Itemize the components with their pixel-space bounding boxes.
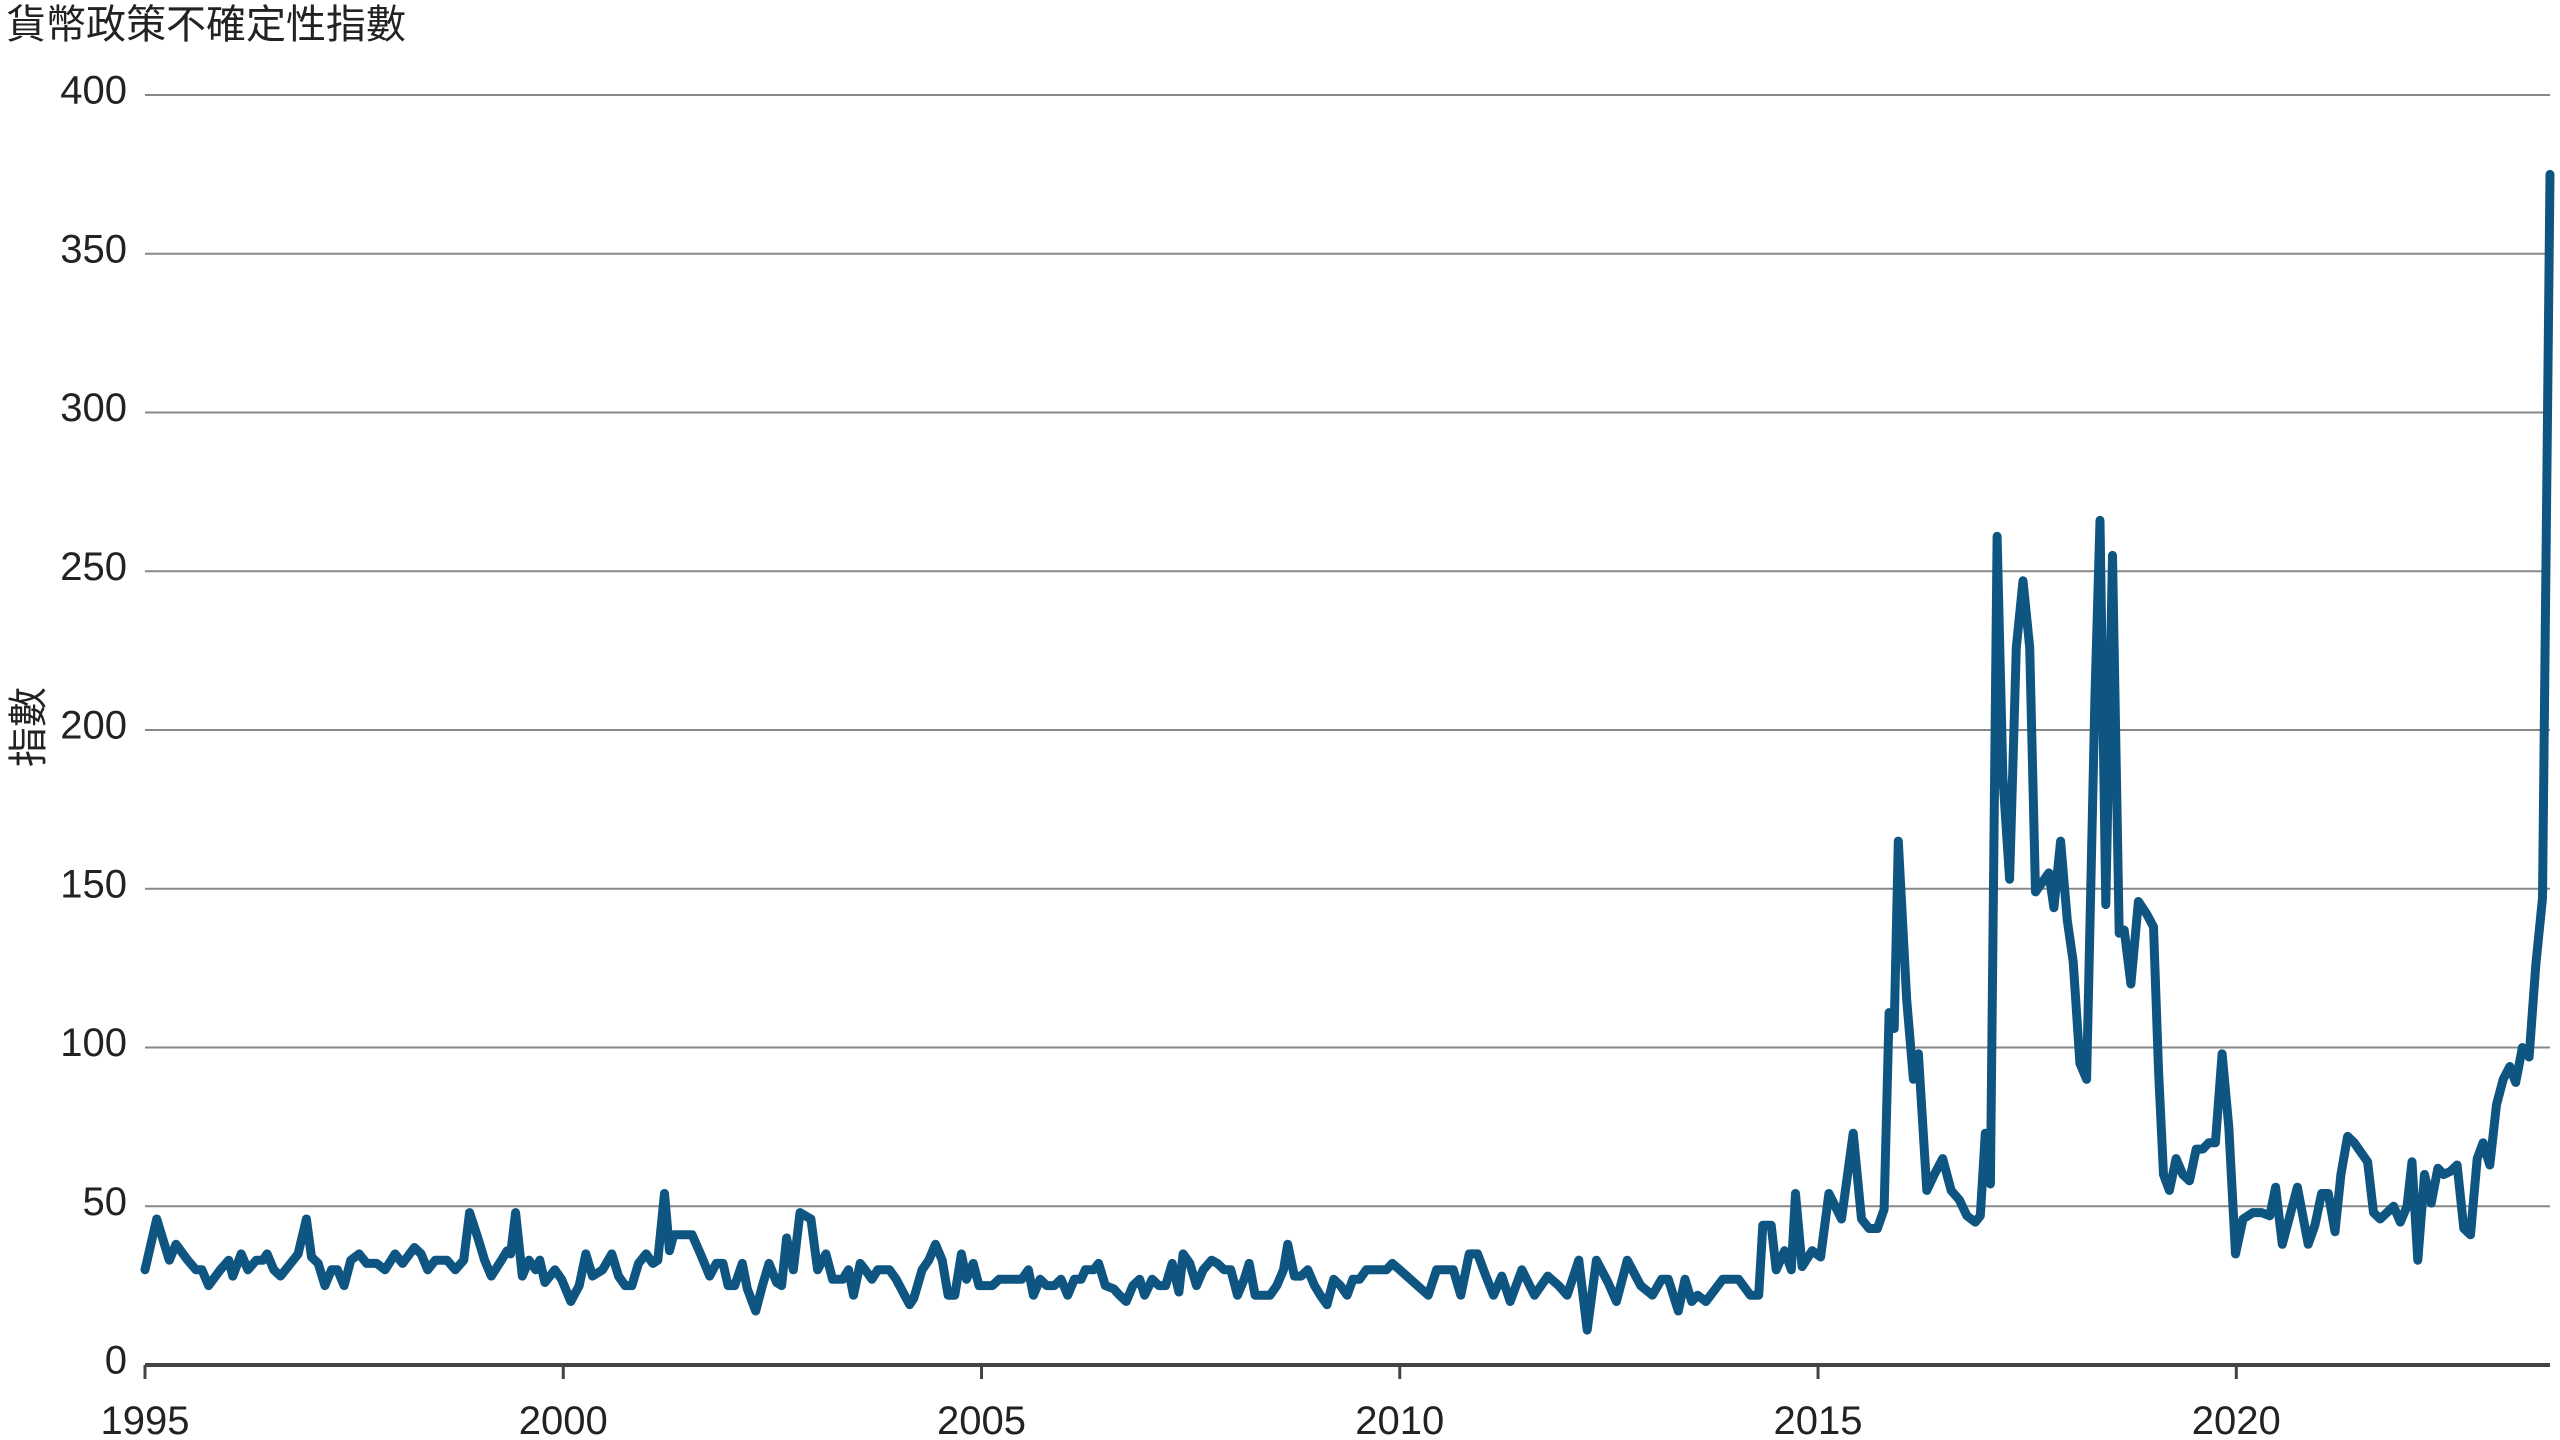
y-tick-label: 150	[60, 862, 127, 906]
y-tick-label: 200	[60, 704, 127, 748]
x-tick-label: 2000	[519, 1399, 608, 1440]
y-tick-label: 300	[60, 386, 127, 430]
x-tick-label: 2010	[1355, 1399, 1444, 1440]
x-tick-label: 2005	[937, 1399, 1026, 1440]
y-tick-label: 400	[60, 69, 127, 113]
y-tick-label: 350	[60, 227, 127, 271]
y-tick-label: 100	[60, 1021, 127, 1065]
y-tick-label: 250	[60, 545, 127, 589]
y-axis-label: 指數	[7, 687, 51, 767]
data-line	[140, 169, 2555, 1335]
x-tick-label: 1995	[101, 1399, 190, 1440]
x-tick-label: 2020	[2192, 1399, 2281, 1440]
x-tick-label: 2015	[1774, 1399, 1863, 1440]
chart-title: 貨幣政策不確定性指數	[6, 3, 406, 47]
y-tick-label: 50	[83, 1180, 128, 1224]
y-tick-label: 0	[105, 1339, 127, 1383]
